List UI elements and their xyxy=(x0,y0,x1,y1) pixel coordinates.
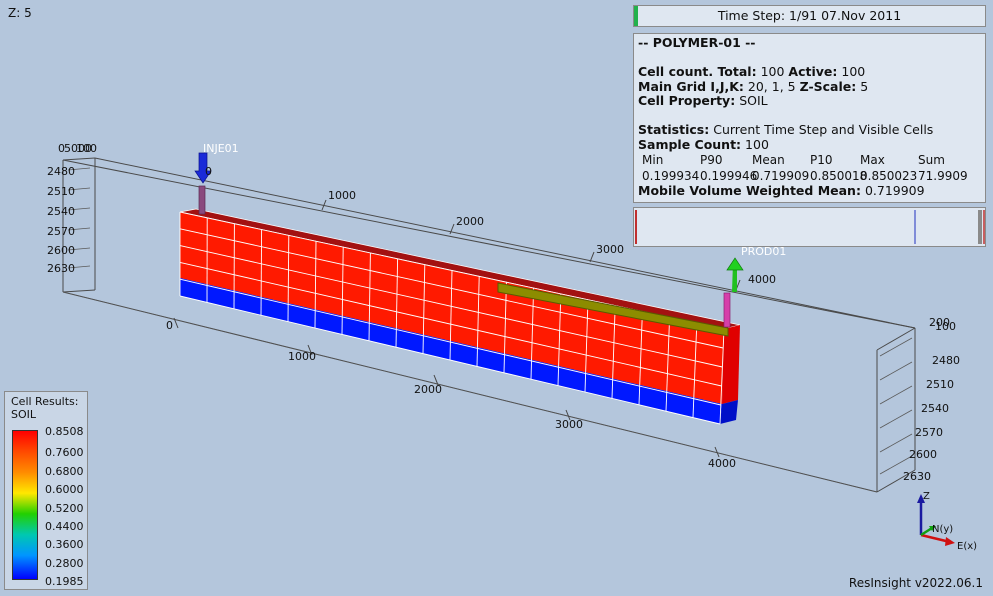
svg-text:2600: 2600 xyxy=(47,244,75,257)
injector-well-label: INJE01 xyxy=(203,142,239,155)
svg-text:4000: 4000 xyxy=(748,273,776,286)
svg-text:1000: 1000 xyxy=(328,189,356,202)
svg-text:2630: 2630 xyxy=(903,470,931,483)
main-grid-line: Main Grid I,J,K: 20, 1, 5 Z-Scale: 5 xyxy=(638,78,869,94)
legend-tick: 0.5200 xyxy=(45,502,84,515)
svg-text:2000: 2000 xyxy=(456,215,484,228)
producer-well-path xyxy=(497,282,729,337)
right-depth-labels: 2480 2510 2540 2570 2600 2630 200 100 xyxy=(903,316,960,483)
version-label: ResInsight v2022.06.1 xyxy=(848,576,983,590)
legend-tick: 0.7600 xyxy=(45,446,84,459)
statistics-line: Statistics: Current Time Step and Visibl… xyxy=(638,122,934,137)
svg-text:2570: 2570 xyxy=(915,426,943,439)
svg-text:2630: 2630 xyxy=(47,262,75,275)
mobile-volume-line: Mobile Volume Weighted Mean: 0.719909 xyxy=(638,183,925,198)
svg-text:2510: 2510 xyxy=(47,185,75,198)
legend-tick: 0.3600 xyxy=(45,538,84,551)
sample-count-line: Sample Count: 100 xyxy=(638,136,769,152)
legend-tick: 0.1985 xyxy=(45,575,84,588)
svg-text:4000: 4000 xyxy=(708,457,736,470)
injector-well-pipe xyxy=(198,185,206,215)
histogram xyxy=(633,207,986,247)
legend-tick: 0.6800 xyxy=(45,465,84,478)
legend-tick: 0.8508 xyxy=(45,425,84,438)
time-step-indicator xyxy=(634,6,638,26)
svg-text:2480: 2480 xyxy=(47,165,75,178)
compass-n-label: N(y) xyxy=(932,524,953,535)
legend-tick: 0.6000 xyxy=(45,483,84,496)
producer-well-label: PROD01 xyxy=(741,245,786,258)
compass-z-label: Z xyxy=(923,491,930,502)
top-x-axis-labels: 0 1000 2000 3000 4000 xyxy=(205,165,776,286)
svg-text:200: 200 xyxy=(929,316,950,329)
svg-text:3000: 3000 xyxy=(596,243,624,256)
legend-color-bar xyxy=(12,430,38,580)
cell-count-line: Cell count. Total: 100 Active: 100 xyxy=(638,64,866,79)
svg-text:2540: 2540 xyxy=(47,205,75,218)
legend-tick: 0.2800 xyxy=(45,557,84,570)
svg-text:2600: 2600 xyxy=(909,448,937,461)
legend-title: Cell Results: SOIL xyxy=(11,395,79,421)
injector-arrow-icon xyxy=(194,152,212,184)
svg-text:5000: 5000 xyxy=(64,142,92,155)
left-depth-labels: 2480 2510 2540 2570 2600 2630 0 5000 100 xyxy=(47,142,97,275)
svg-text:100: 100 xyxy=(935,320,956,333)
time-step-text: Time Step: 1/91 07.Nov 2011 xyxy=(717,8,902,23)
svg-text:2510: 2510 xyxy=(926,378,954,391)
svg-text:100: 100 xyxy=(76,142,97,155)
color-legend: Cell Results: SOIL 0.8508 0.7600 0.6800 0… xyxy=(4,391,88,590)
compass-e-label: E(x) xyxy=(957,541,977,552)
legend-tick: 0.4400 xyxy=(45,520,84,533)
svg-text:2570: 2570 xyxy=(47,225,75,238)
svg-text:3000: 3000 xyxy=(555,418,583,431)
grid-end-face xyxy=(722,325,740,404)
orientation-compass: Z N(y) E(x) xyxy=(917,491,977,552)
svg-text:1000: 1000 xyxy=(288,350,316,363)
info-box: -- POLYMER-01 -- Cell count. Total: 100 … xyxy=(633,33,986,203)
z-scale-label: Z: 5 xyxy=(8,6,32,20)
cell-property-line: Cell Property: SOIL xyxy=(638,93,768,108)
svg-text:2000: 2000 xyxy=(414,383,442,396)
time-step-box: Time Step: 1/91 07.Nov 2011 xyxy=(633,5,986,27)
svg-text:2540: 2540 xyxy=(921,402,949,415)
svg-text:0: 0 xyxy=(58,142,65,155)
producer-well-pipe xyxy=(723,292,731,328)
svg-text:0: 0 xyxy=(166,319,173,332)
front-x-axis-labels: 0 1000 2000 3000 4000 xyxy=(166,319,736,470)
cell-grid-lines xyxy=(179,211,725,425)
svg-text:0: 0 xyxy=(205,165,212,178)
statistics-table: Min P90 Mean P10 Max Sum 0.199934 0.199946 0.71… xyxy=(642,153,968,183)
case-name: -- POLYMER-01 -- xyxy=(638,35,756,50)
svg-text:2480: 2480 xyxy=(932,354,960,367)
